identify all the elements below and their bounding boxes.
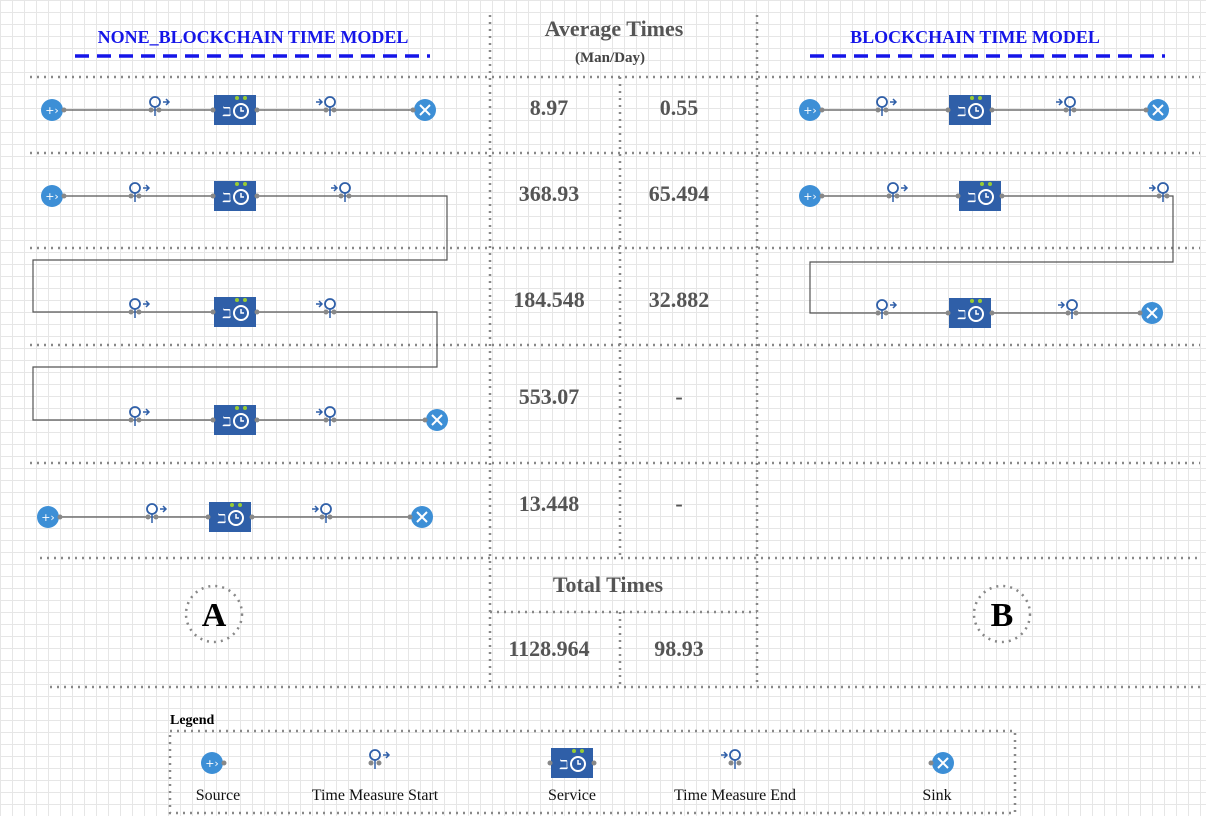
average-value: 184.548	[513, 287, 585, 312]
tme	[1148, 182, 1171, 203]
average-title: Average Times	[545, 16, 684, 41]
average-value: 0.55	[660, 95, 699, 120]
svc	[204, 501, 256, 533]
average-value: 13.448	[519, 491, 580, 516]
average-value: -	[675, 384, 682, 409]
legend-label: Source	[196, 787, 240, 804]
total-value: 1128.964	[508, 636, 589, 661]
tms	[127, 406, 150, 427]
left-title: NONE_BLOCKCHAIN TIME MODEL	[98, 27, 409, 47]
tme	[311, 503, 334, 524]
tms	[127, 298, 150, 319]
src	[201, 752, 227, 774]
svc	[209, 94, 261, 126]
src	[799, 99, 825, 121]
svc	[944, 297, 996, 329]
svc	[546, 747, 598, 779]
average-value: 65.494	[649, 181, 710, 206]
tms	[127, 182, 150, 203]
tme	[1055, 96, 1078, 117]
legend-label: Service	[548, 787, 596, 804]
average-value: 368.93	[519, 181, 580, 206]
src	[41, 99, 67, 121]
tms	[144, 503, 167, 524]
tme	[315, 298, 338, 319]
src	[799, 185, 825, 207]
snk	[406, 505, 434, 529]
svc	[209, 404, 261, 436]
tme	[1057, 299, 1080, 320]
snk	[421, 408, 449, 432]
total-value: 98.93	[654, 636, 704, 661]
average-value: 8.97	[530, 95, 569, 120]
snk	[1142, 98, 1170, 122]
tme	[330, 182, 353, 203]
tme	[315, 406, 338, 427]
right-title: BLOCKCHAIN TIME MODEL	[850, 27, 1100, 47]
separators	[30, 15, 1200, 815]
tms	[147, 96, 170, 117]
svc	[209, 180, 261, 212]
snk	[409, 98, 437, 122]
connector	[809, 195, 1174, 314]
total-title: Total Times	[553, 572, 664, 597]
tme	[720, 749, 743, 770]
connector	[32, 195, 448, 313]
legend-label: Sink	[922, 787, 951, 804]
src	[41, 185, 67, 207]
snk	[927, 751, 955, 775]
tms	[367, 749, 390, 770]
svc	[954, 180, 1006, 212]
tms	[874, 96, 897, 117]
svc	[944, 94, 996, 126]
svc	[209, 296, 261, 328]
average-unit: (Man/Day)	[575, 50, 645, 66]
legend-label: Time Measure Start	[312, 787, 439, 804]
connector	[32, 311, 438, 421]
average-value: 32.882	[649, 287, 710, 312]
average-value: 553.07	[519, 384, 580, 409]
legend-label: Time Measure End	[674, 787, 796, 804]
tme	[315, 96, 338, 117]
snk	[1136, 301, 1164, 325]
legend-title: Legend	[170, 713, 215, 728]
tms	[874, 299, 897, 320]
label-b: B	[991, 597, 1014, 634]
label-a: A	[202, 597, 227, 634]
average-value: -	[675, 491, 682, 516]
src	[37, 506, 63, 528]
tms	[885, 182, 908, 203]
